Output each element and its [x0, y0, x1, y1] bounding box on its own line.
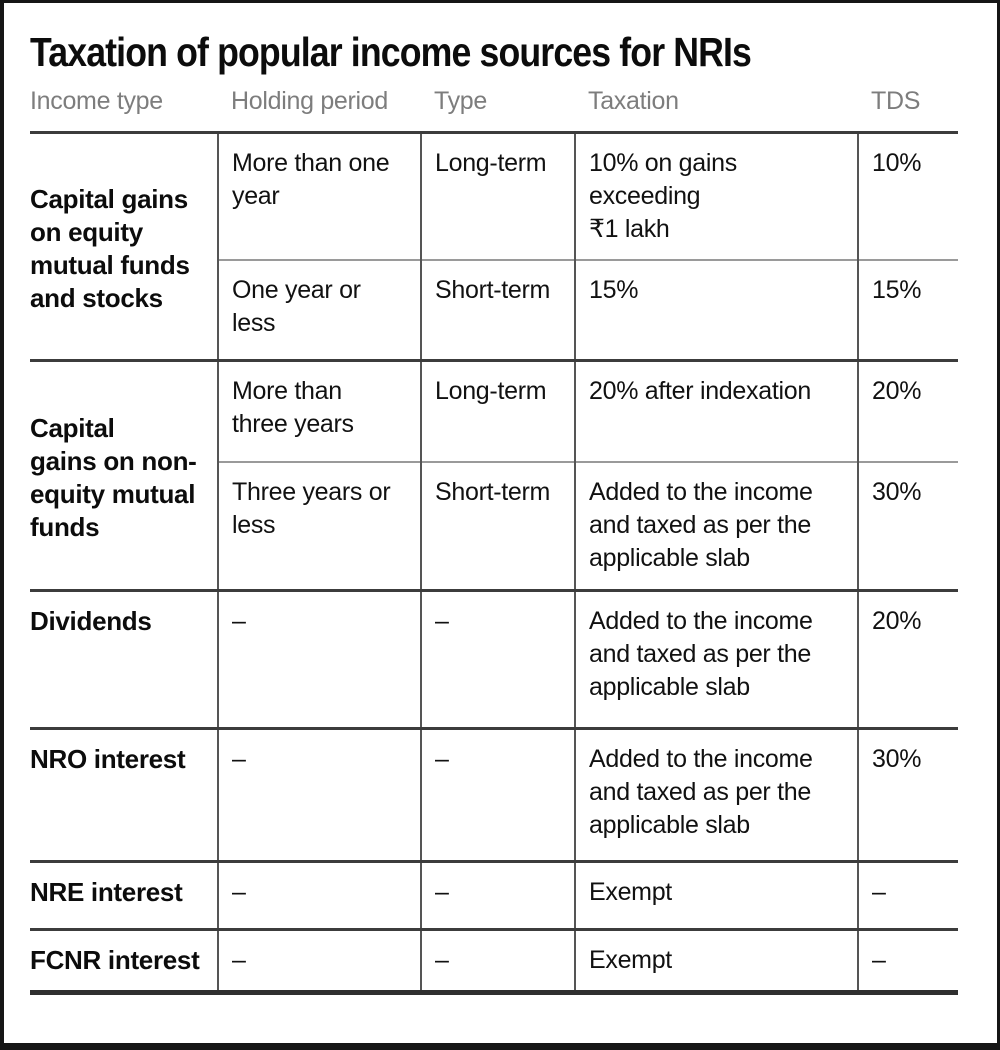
- cell-taxation: Added to the income and taxed as per the…: [574, 461, 858, 590]
- table-row: One year or less Short-term 15% 15%: [30, 259, 958, 360]
- cell-holding-period: –: [217, 859, 421, 929]
- table-row: Three years or less Short-term Added to …: [30, 461, 958, 590]
- col-header-taxation: Taxation: [575, 78, 858, 134]
- cell-type: –: [420, 859, 575, 929]
- cell-tds: 30%: [857, 461, 958, 590]
- cell-income-type: Dividends: [30, 588, 218, 728]
- cell-type: Long-term: [420, 132, 575, 260]
- cell-holding-period: –: [217, 588, 421, 728]
- cell-tds: 10%: [857, 132, 958, 260]
- cell-taxation: 20% after indexation: [574, 358, 858, 462]
- cell-type: Long-term: [420, 358, 575, 462]
- cell-tds: 30%: [857, 726, 958, 861]
- cell-type: Short-term: [420, 461, 575, 590]
- table-row: Capital gains on equity mutual funds and…: [30, 132, 958, 313]
- cell-income-type: NRE interest: [30, 859, 218, 929]
- cell-holding-period: More than one year: [217, 132, 421, 260]
- cell-holding-period: Three years or less: [217, 461, 421, 590]
- page-title: Taxation of popular income sources for N…: [30, 29, 752, 75]
- cell-holding-period: More than three years: [217, 358, 421, 462]
- table-row: NRE interest – – Exempt –: [30, 859, 958, 929]
- cell-taxation: Added to the income and taxed as per the…: [574, 588, 858, 728]
- col-header-income-type: Income type: [30, 78, 218, 134]
- table-row: FCNR interest – – Exempt –: [30, 927, 958, 995]
- cell-taxation: 10% on gains exceeding ₹1 lakh: [574, 132, 858, 260]
- header-row: Income type Holding period Type Taxation…: [30, 78, 958, 134]
- cell-taxation: 15%: [574, 259, 858, 360]
- cell-type: –: [420, 927, 575, 995]
- cell-tds: 15%: [857, 259, 958, 360]
- table-row: Capital gains on non- equity mutual fund…: [30, 358, 958, 590]
- cell-tds: 20%: [857, 588, 958, 728]
- cell-income-type: Capital gains on non- equity mutual fund…: [30, 358, 218, 590]
- cell-type: –: [420, 588, 575, 728]
- table-row: NRO interest – – Added to the income and…: [30, 726, 958, 861]
- cell-tds: –: [857, 927, 958, 995]
- cell-holding-period: –: [217, 726, 421, 861]
- cell-tds: 20%: [857, 358, 958, 462]
- col-header-type: Type: [421, 78, 575, 134]
- cell-income-type: NRO interest: [30, 726, 218, 861]
- cell-tds: –: [857, 859, 958, 929]
- cell-holding-period: One year or less: [217, 259, 421, 360]
- cell-taxation: Added to the income and taxed as per the…: [574, 726, 858, 861]
- cell-taxation: Exempt: [574, 859, 858, 929]
- cell-taxation: Exempt: [574, 927, 858, 995]
- col-header-holding-period: Holding period: [218, 78, 421, 134]
- cell-income-type: Capital gains on equity mutual funds and…: [30, 183, 190, 313]
- tax-table: Income type Holding period Type Taxation…: [30, 78, 958, 995]
- cell-income-type: FCNR interest: [30, 927, 218, 995]
- col-header-tds: TDS: [858, 78, 958, 134]
- cell-holding-period: –: [217, 927, 421, 995]
- cell-type: Short-term: [420, 259, 575, 360]
- cell-type: –: [420, 726, 575, 861]
- table-row: Dividends – – Added to the income and ta…: [30, 588, 958, 728]
